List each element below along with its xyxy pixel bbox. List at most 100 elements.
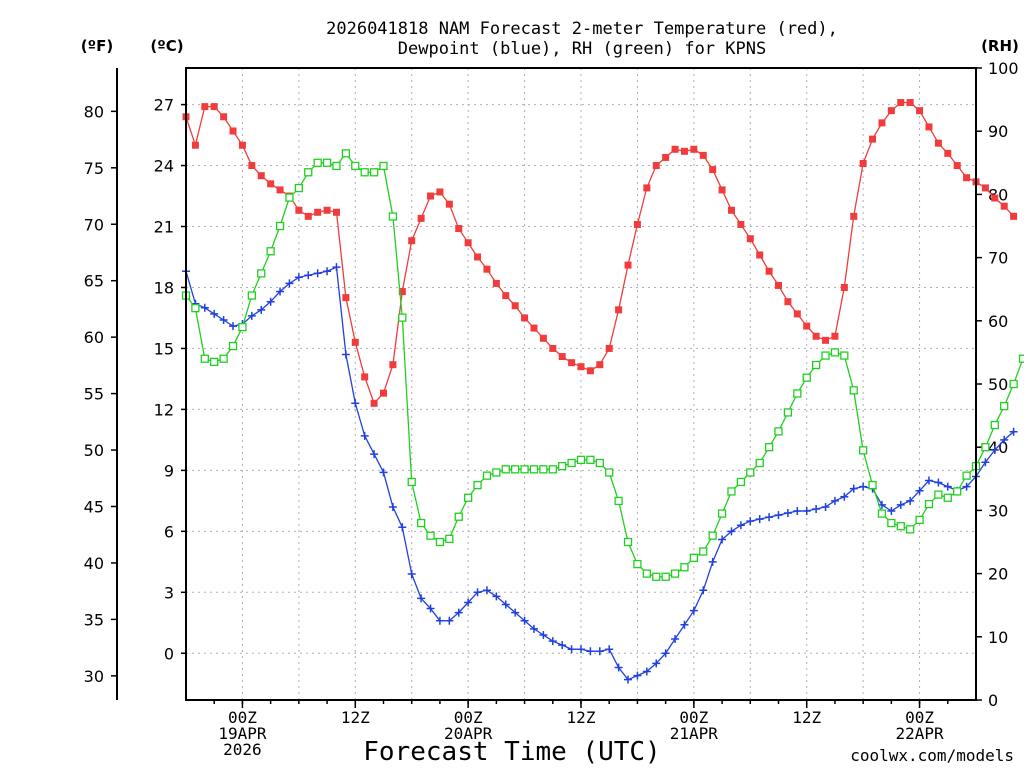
- fahrenheit-unit-label: (ºF): [81, 37, 113, 55]
- rh-point: [633, 559, 642, 569]
- rh-point: [858, 446, 868, 455]
- temperature-point: [699, 151, 707, 159]
- rh-point: [398, 313, 407, 322]
- dewpoint-point: [708, 557, 717, 566]
- temperature-point: [577, 363, 585, 371]
- rh-point: [1018, 354, 1024, 363]
- temperature-point: [624, 261, 632, 269]
- temperature-point: [756, 251, 764, 259]
- temperature-point: [248, 162, 256, 170]
- rh-point: [285, 193, 294, 202]
- rh-point: [322, 158, 332, 167]
- rh-axis: 0102030405060708090100: [976, 59, 1019, 710]
- rh-point: [670, 569, 680, 578]
- dewpoint-point: [1000, 435, 1009, 444]
- dewpoint-point: [492, 592, 501, 601]
- temperature-point: [718, 186, 726, 194]
- dewpoint-point: [830, 496, 839, 505]
- time-tick-label: 19APR: [218, 724, 267, 743]
- rh-point: [445, 534, 454, 543]
- temperature-point: [803, 322, 811, 330]
- temperature-point: [906, 99, 914, 107]
- celsius-axis: 0 3 6 9 12 15 18 21 24 27: [154, 96, 186, 663]
- celsius-tick-label: 0: [164, 644, 174, 663]
- dewpoint-point: [548, 637, 557, 646]
- dewpoint-point: [765, 513, 774, 522]
- temperature-point: [953, 162, 961, 170]
- temperature-point: [615, 306, 623, 314]
- dewpoint-point: [802, 507, 811, 516]
- rh-point: [511, 465, 520, 474]
- rh-point: [802, 373, 811, 382]
- rh-point: [558, 462, 567, 471]
- rh-tick-label: 90: [988, 122, 1008, 141]
- temperature-point: [662, 153, 670, 161]
- dewpoint-point: [407, 570, 416, 579]
- dewpoint-point: [746, 517, 755, 526]
- temperature-point: [1000, 202, 1008, 210]
- temperature-point: [332, 208, 340, 216]
- rh-point: [783, 408, 793, 417]
- temperature-point: [991, 194, 999, 202]
- dewpoint-point: [454, 608, 463, 617]
- rh-point: [595, 458, 604, 468]
- celsius-tick-label: 21: [154, 218, 174, 237]
- temperature-point: [474, 253, 482, 261]
- rh-point: [341, 149, 351, 158]
- rh-point: [981, 443, 990, 452]
- temperature-point: [445, 200, 453, 208]
- dewpoint-point: [294, 273, 303, 282]
- rh-point: [727, 487, 736, 496]
- dewpoint-series: [182, 263, 1018, 684]
- temperature-point: [351, 338, 359, 346]
- fahrenheit-axis: 30 35 40 45 50 55 60 65 70 75 80: [84, 102, 117, 686]
- dewpoint-point: [727, 527, 736, 536]
- dewpoint-point: [924, 476, 933, 485]
- rh-point: [699, 547, 708, 556]
- temperature-point: [342, 294, 350, 302]
- rh-point: [435, 537, 445, 547]
- temperature-point: [398, 288, 406, 296]
- temperature-point: [549, 344, 557, 352]
- dewpoint-point: [445, 616, 454, 625]
- dewpoint-point: [520, 616, 529, 625]
- temperature-point: [314, 208, 322, 216]
- rh-tick-label: 20: [988, 565, 1008, 584]
- dewpoint-point: [887, 507, 896, 516]
- temperature-point: [859, 160, 867, 168]
- gridlines: [186, 68, 976, 700]
- temperature-series: [182, 99, 1018, 407]
- rh-point: [266, 247, 275, 256]
- temperature-point: [389, 361, 397, 369]
- temperature-point: [737, 220, 745, 228]
- rh-point: [990, 420, 999, 430]
- temperature-point: [483, 265, 491, 273]
- celsius-tick-label: 12: [154, 400, 174, 419]
- rh-point: [887, 518, 896, 528]
- dewpoint-point: [934, 478, 943, 487]
- rh-point: [247, 291, 256, 300]
- temperature-point: [981, 184, 989, 192]
- fahrenheit-tick-label: 55: [84, 385, 104, 404]
- rh-point: [304, 168, 313, 177]
- temperature-point: [586, 367, 594, 375]
- temperature-point: [680, 147, 688, 155]
- temperature-point: [671, 145, 679, 153]
- rh-point: [774, 427, 783, 436]
- dewpoint-point: [219, 315, 228, 324]
- dewpoint-point: [605, 645, 614, 654]
- celsius-tick-label: 27: [154, 96, 174, 115]
- temperature-point: [191, 141, 199, 149]
- temperature-point: [427, 192, 435, 200]
- dewpoint-point: [906, 496, 915, 505]
- dewpoint-point: [360, 431, 369, 440]
- dewpoint-point: [370, 450, 379, 459]
- dewpoint-point: [577, 645, 585, 654]
- rh-point: [755, 458, 764, 468]
- rh-point: [605, 468, 614, 477]
- temperature-point: [558, 353, 566, 361]
- temperature-point: [323, 206, 331, 214]
- temperature-point: [408, 237, 416, 245]
- rh-point: [379, 161, 388, 171]
- rh-point: [473, 480, 482, 490]
